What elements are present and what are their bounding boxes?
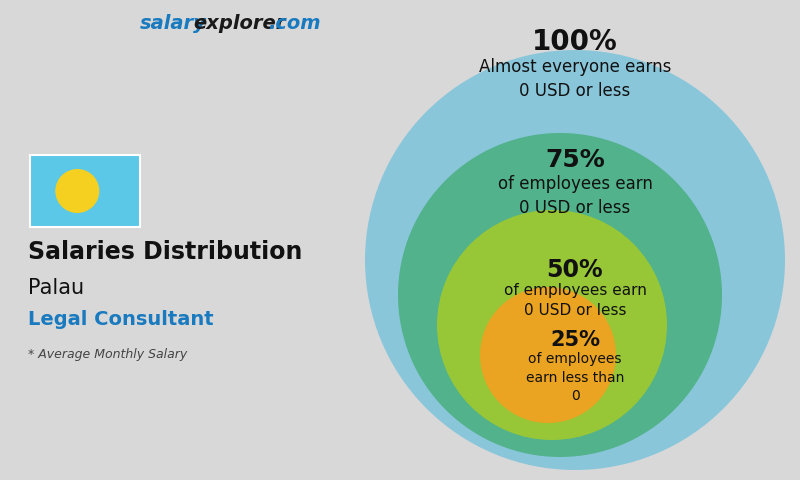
Text: of employees
earn less than
0: of employees earn less than 0 <box>526 352 624 403</box>
FancyBboxPatch shape <box>30 155 140 227</box>
Text: Almost everyone earns
0 USD or less: Almost everyone earns 0 USD or less <box>479 58 671 100</box>
Circle shape <box>55 169 99 213</box>
Text: Legal Consultant: Legal Consultant <box>28 310 214 329</box>
Text: of employees earn
0 USD or less: of employees earn 0 USD or less <box>498 175 653 216</box>
Text: of employees earn
0 USD or less: of employees earn 0 USD or less <box>503 284 646 318</box>
Circle shape <box>398 133 722 457</box>
Circle shape <box>437 210 667 440</box>
Text: * Average Monthly Salary: * Average Monthly Salary <box>28 348 187 361</box>
Text: .com: .com <box>268 14 321 33</box>
Circle shape <box>480 287 616 423</box>
Text: Palau: Palau <box>28 278 84 298</box>
Text: explorer: explorer <box>193 14 286 33</box>
Circle shape <box>365 50 785 470</box>
Text: 100%: 100% <box>532 28 618 56</box>
Text: salary: salary <box>140 14 207 33</box>
Text: 50%: 50% <box>546 258 603 282</box>
Text: Salaries Distribution: Salaries Distribution <box>28 240 302 264</box>
Text: 25%: 25% <box>550 330 600 350</box>
Text: 75%: 75% <box>545 148 605 172</box>
